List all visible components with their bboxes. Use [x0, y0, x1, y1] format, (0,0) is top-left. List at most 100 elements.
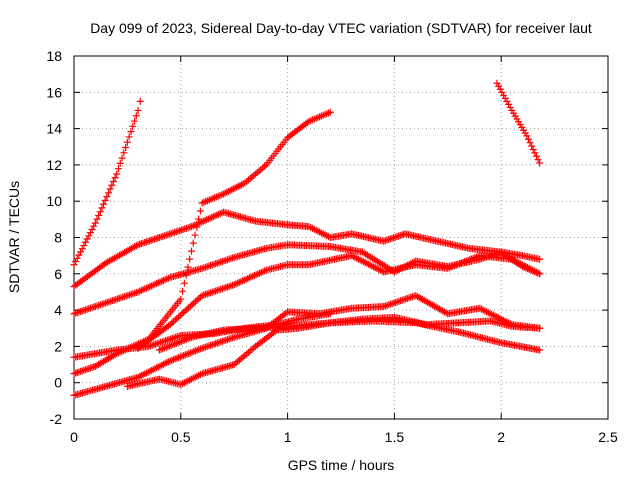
data-point	[531, 149, 539, 157]
data-point	[213, 211, 221, 219]
data-point	[376, 266, 384, 274]
data-point	[156, 278, 164, 286]
x-tick-label: 1.5	[385, 429, 405, 445]
data-point	[371, 264, 379, 272]
data-point	[146, 367, 154, 375]
y-tick-label: 6	[54, 266, 62, 282]
data-point	[484, 309, 492, 317]
data-point	[171, 316, 179, 324]
data-point	[361, 259, 369, 267]
data-point	[105, 189, 113, 197]
data-point	[157, 345, 165, 353]
data-point	[257, 268, 265, 276]
data-point	[254, 270, 262, 278]
data-point	[483, 308, 491, 316]
data-point	[180, 308, 188, 316]
data-point	[162, 343, 170, 351]
data-point	[169, 341, 177, 349]
data-point	[179, 287, 187, 295]
data-point	[255, 269, 263, 277]
data-point	[182, 271, 190, 279]
data-point	[86, 229, 94, 237]
y-tick-label: 18	[46, 48, 62, 64]
data-point	[351, 253, 359, 261]
data-point	[178, 352, 186, 360]
data-point	[113, 170, 121, 178]
data-point	[459, 258, 467, 266]
series-steep-early	[70, 97, 144, 269]
data-point	[72, 258, 80, 266]
data-point	[168, 319, 176, 327]
data-point	[523, 132, 531, 140]
data-point	[203, 216, 211, 224]
data-point	[249, 272, 257, 280]
data-point	[159, 345, 167, 353]
data-point	[168, 356, 176, 364]
data-point	[115, 165, 122, 173]
data-point	[123, 345, 131, 353]
y-tick-label: 12	[46, 157, 62, 173]
data-point	[489, 311, 497, 319]
data-point	[348, 252, 356, 260]
data-point	[134, 373, 142, 381]
data-point	[214, 210, 222, 218]
data-point	[109, 178, 117, 186]
data-point	[235, 278, 243, 286]
data-point	[190, 348, 198, 356]
data-point	[536, 270, 544, 278]
data-point	[228, 186, 236, 194]
data-point	[472, 253, 480, 261]
data-point	[195, 295, 203, 303]
data-point	[456, 260, 464, 268]
data-point	[250, 272, 258, 280]
data-point	[353, 254, 361, 262]
data-point	[149, 281, 157, 289]
data-point	[204, 215, 212, 223]
data-point	[503, 97, 511, 105]
data-point	[191, 231, 199, 239]
data-point	[118, 154, 126, 162]
data-point	[151, 365, 159, 373]
data-point	[183, 350, 191, 358]
data-point	[180, 352, 188, 360]
data-point	[195, 215, 203, 223]
x-tick-label: 2.5	[598, 429, 618, 445]
data-point	[82, 238, 90, 246]
data-point	[232, 280, 240, 288]
data-point	[164, 274, 172, 282]
data-point	[177, 295, 185, 303]
data-point	[127, 128, 135, 136]
data-point	[141, 370, 149, 378]
data-point	[186, 349, 194, 357]
data-point	[158, 277, 166, 285]
data-point	[240, 276, 248, 284]
data-point	[467, 255, 475, 263]
data-point	[181, 351, 189, 359]
x-tick-label: 1	[284, 429, 292, 445]
data-point	[449, 262, 457, 270]
data-point	[224, 187, 232, 195]
series-lower-1	[70, 292, 544, 399]
data-point	[491, 312, 499, 320]
data-point	[501, 94, 509, 102]
data-point	[185, 350, 193, 358]
data-point	[181, 307, 189, 315]
data-point	[259, 268, 267, 276]
data-point	[154, 363, 162, 371]
data-point	[77, 248, 85, 256]
data-point	[153, 280, 161, 288]
data-point	[206, 214, 214, 222]
data-point	[471, 254, 479, 262]
data-point	[146, 283, 154, 291]
data-point	[495, 82, 503, 90]
data-point	[134, 288, 142, 296]
data-point	[161, 359, 169, 367]
data-point	[479, 306, 487, 314]
data-point	[196, 345, 204, 353]
data-point	[139, 286, 147, 294]
data-point	[196, 219, 204, 227]
data-point	[445, 264, 453, 272]
data-point	[505, 100, 513, 108]
data-point	[226, 187, 234, 195]
data-point	[452, 261, 460, 269]
